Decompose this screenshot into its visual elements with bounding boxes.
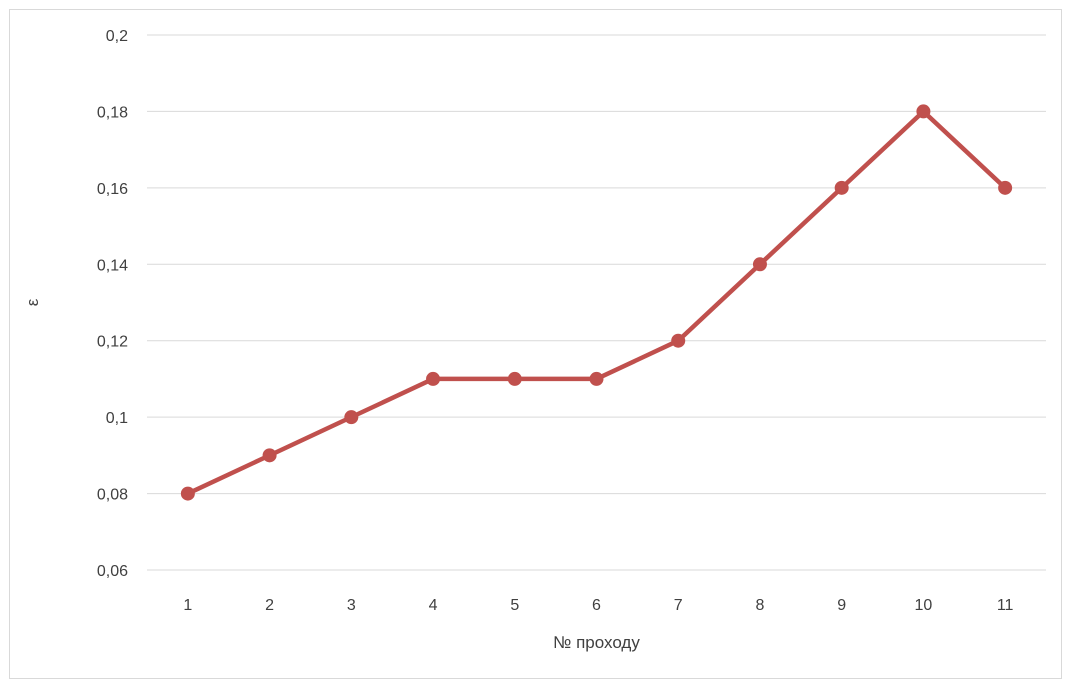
y-axis-tick-labels: 0,06 0,08 0,1 0,12 0,14 0,16 0,18 0,2	[97, 28, 128, 580]
x-tick-label: 5	[510, 597, 519, 614]
x-tick-label: 1	[183, 597, 192, 614]
series-layer	[180, 104, 1013, 501]
x-tick-label: 8	[756, 597, 765, 614]
x-tick-label: 7	[674, 597, 683, 614]
y-tick-label: 0,18	[97, 104, 128, 121]
data-point	[344, 410, 359, 425]
data-point	[671, 333, 686, 348]
data-point	[916, 104, 931, 119]
x-axis-title: № проходу	[553, 633, 640, 652]
data-point	[998, 180, 1013, 195]
x-tick-label: 2	[265, 597, 274, 614]
x-tick-label: 11	[997, 597, 1014, 614]
data-point	[180, 486, 195, 501]
data-point	[262, 448, 277, 463]
x-tick-label: 10	[915, 597, 933, 614]
data-point	[589, 371, 604, 386]
x-tick-label: 9	[837, 597, 846, 614]
data-point	[834, 180, 849, 195]
x-tick-label: 3	[347, 597, 356, 614]
data-point	[507, 371, 522, 386]
series-line	[185, 109, 1008, 496]
y-tick-label: 0,14	[97, 257, 128, 274]
y-tick-label: 0,12	[97, 334, 128, 351]
y-tick-label: 0,2	[106, 28, 128, 45]
x-tick-label: 6	[592, 597, 601, 614]
y-tick-label: 0,08	[97, 487, 128, 504]
x-tick-label: 4	[429, 597, 438, 614]
chart-frame	[9, 9, 1062, 679]
y-axis-title: ε	[23, 298, 42, 306]
y-tick-label: 0,16	[97, 181, 128, 198]
y-tick-label: 0,1	[106, 410, 128, 427]
y-tick-label: 0,06	[97, 563, 128, 580]
data-point	[426, 371, 441, 386]
x-axis-tick-labels: 1 2 3 4 5 6 7 8 9 10 11	[183, 597, 1013, 614]
data-point	[752, 257, 767, 272]
gridlines	[147, 34, 1046, 571]
